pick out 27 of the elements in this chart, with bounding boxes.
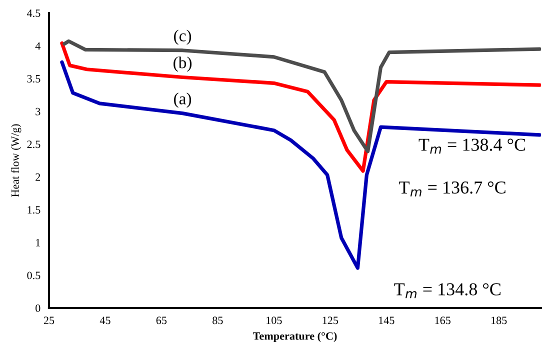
annotation: T$_{m}$ = 138.4 °C <box>418 138 526 154</box>
x-tick-label: 45 <box>100 316 110 324</box>
y-tick-label: 2.5 <box>27 140 40 148</box>
x-tick-label: 25 <box>44 316 54 324</box>
x-tick-label: 85 <box>212 316 223 324</box>
y-tick-label: 0.5 <box>27 272 40 280</box>
y-tick-label: 1 <box>36 238 40 246</box>
x-tick-label: 185 <box>491 316 507 324</box>
y-tick-label: 3 <box>36 108 40 116</box>
y-tick-label: 1.5 <box>28 206 40 214</box>
x-tick-label: 145 <box>379 316 394 324</box>
y-tick-label: 0 <box>36 304 40 312</box>
y-axis-title: Heat flow (W/g) <box>11 124 22 197</box>
x-tick-label: 105 <box>266 316 282 324</box>
series-label: (a) <box>174 92 192 108</box>
y-tick-label: 4.5 <box>26 10 40 18</box>
annotation: T$_{m}$ = 134.8 °C <box>394 283 500 298</box>
y-tick-label: 4 <box>35 42 40 50</box>
x-tick-label: 165 <box>435 316 450 324</box>
series-label: (c) <box>174 30 192 45</box>
x-axis-title: Temperature (°C) <box>252 332 337 342</box>
y-tick-label: 2 <box>36 173 40 181</box>
x-tick-label: 65 <box>156 316 167 324</box>
series-label: (b) <box>174 56 192 72</box>
x-tick-label: 125 <box>322 316 338 324</box>
y-tick-label: 3.5 <box>27 75 40 83</box>
annotation: T$_{m}$ = 136.7 °C <box>399 181 506 196</box>
